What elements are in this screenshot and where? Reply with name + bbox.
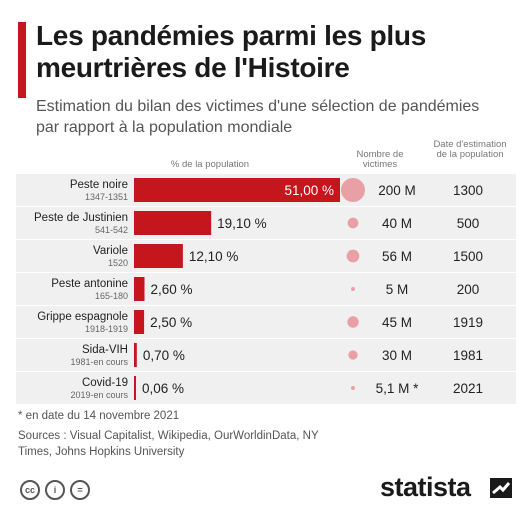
bar-value-label: 2,50 % [150, 315, 192, 330]
cc-icon: cc [20, 480, 40, 500]
row-background [16, 339, 516, 371]
col-header-date: Date d'estimation de la population [433, 139, 507, 160]
row-background [16, 372, 516, 404]
victims-label: 30 M [382, 348, 412, 363]
date-label: 200 [457, 282, 480, 297]
no-derivatives-icon: = [70, 480, 90, 500]
statista-logo-text: statista [380, 472, 471, 502]
date-label: 1300 [453, 183, 483, 198]
victims-label: 5,1 M * [376, 381, 420, 396]
row-background [16, 306, 516, 338]
row-period: 1520 [108, 258, 128, 268]
row-label: Sida-VIH [82, 344, 128, 356]
row-label: Covid-19 [82, 377, 128, 389]
row-label: Variole [93, 245, 128, 257]
bar-value-label: 51,00 % [284, 183, 334, 198]
chart-title: Les pandémies parmi les plus meurtrières… [36, 20, 426, 83]
bar [134, 343, 137, 367]
chart-subtitle: Estimation du bilan des victimes d'une s… [36, 98, 480, 136]
bar-value-label: 12,10 % [189, 249, 239, 264]
bar [134, 376, 136, 400]
bar-value-label: 19,10 % [217, 216, 267, 231]
bar-value-label: 2,60 % [151, 282, 193, 297]
victims-label: 40 M [382, 216, 412, 231]
row-label: Peste antonine [51, 278, 128, 290]
victims-bubble [351, 287, 355, 291]
row-background [16, 273, 516, 305]
row-label: Peste de Justinien [34, 212, 128, 224]
bar [134, 211, 212, 235]
row-label: Peste noire [70, 179, 128, 191]
date-label: 2021 [453, 381, 483, 396]
victims-bubble [347, 316, 359, 328]
victims-bubble [348, 350, 358, 360]
victims-bubble [347, 217, 359, 229]
attribution-icon: i [45, 480, 65, 500]
victims-label: 200 M [378, 183, 416, 198]
statista-logo-icon [490, 478, 512, 498]
date-label: 500 [457, 216, 480, 231]
row-period: 2019-en cours [70, 390, 128, 400]
row-background [16, 207, 516, 239]
date-label: 1919 [453, 315, 483, 330]
victims-label: 45 M [382, 315, 412, 330]
victims-label: 5 M [386, 282, 409, 297]
footnote: * en date du 14 novembre 2021 [18, 410, 180, 422]
victims-label: 56 M [382, 249, 412, 264]
row-period: 1347-1351 [85, 192, 128, 202]
victims-bubble [346, 249, 360, 263]
bar [134, 178, 340, 202]
col-header-pct: % de la population [170, 159, 250, 170]
bar [134, 310, 145, 334]
victims-bubble [351, 386, 355, 390]
date-label: 1500 [453, 249, 483, 264]
bar [134, 277, 145, 301]
row-period: 1981-en cours [70, 357, 128, 367]
victims-bubble [341, 178, 365, 202]
row-label: Grippe espagnole [37, 311, 128, 323]
row-period: 1918-1919 [85, 324, 128, 334]
date-label: 1981 [453, 348, 483, 363]
bar [134, 244, 183, 268]
row-period: 165-180 [95, 291, 128, 301]
col-header-victims: Nombre de victimes [356, 149, 404, 170]
license-icons: cc i = [20, 480, 90, 500]
sources: Sources : Visual Capitalist, Wikipedia, … [18, 430, 319, 458]
row-period: 541-542 [95, 225, 128, 235]
bar-value-label: 0,70 % [143, 348, 185, 363]
row-background [16, 240, 516, 272]
title-accent-bar [18, 22, 26, 98]
bar-value-label: 0,06 % [142, 381, 184, 396]
